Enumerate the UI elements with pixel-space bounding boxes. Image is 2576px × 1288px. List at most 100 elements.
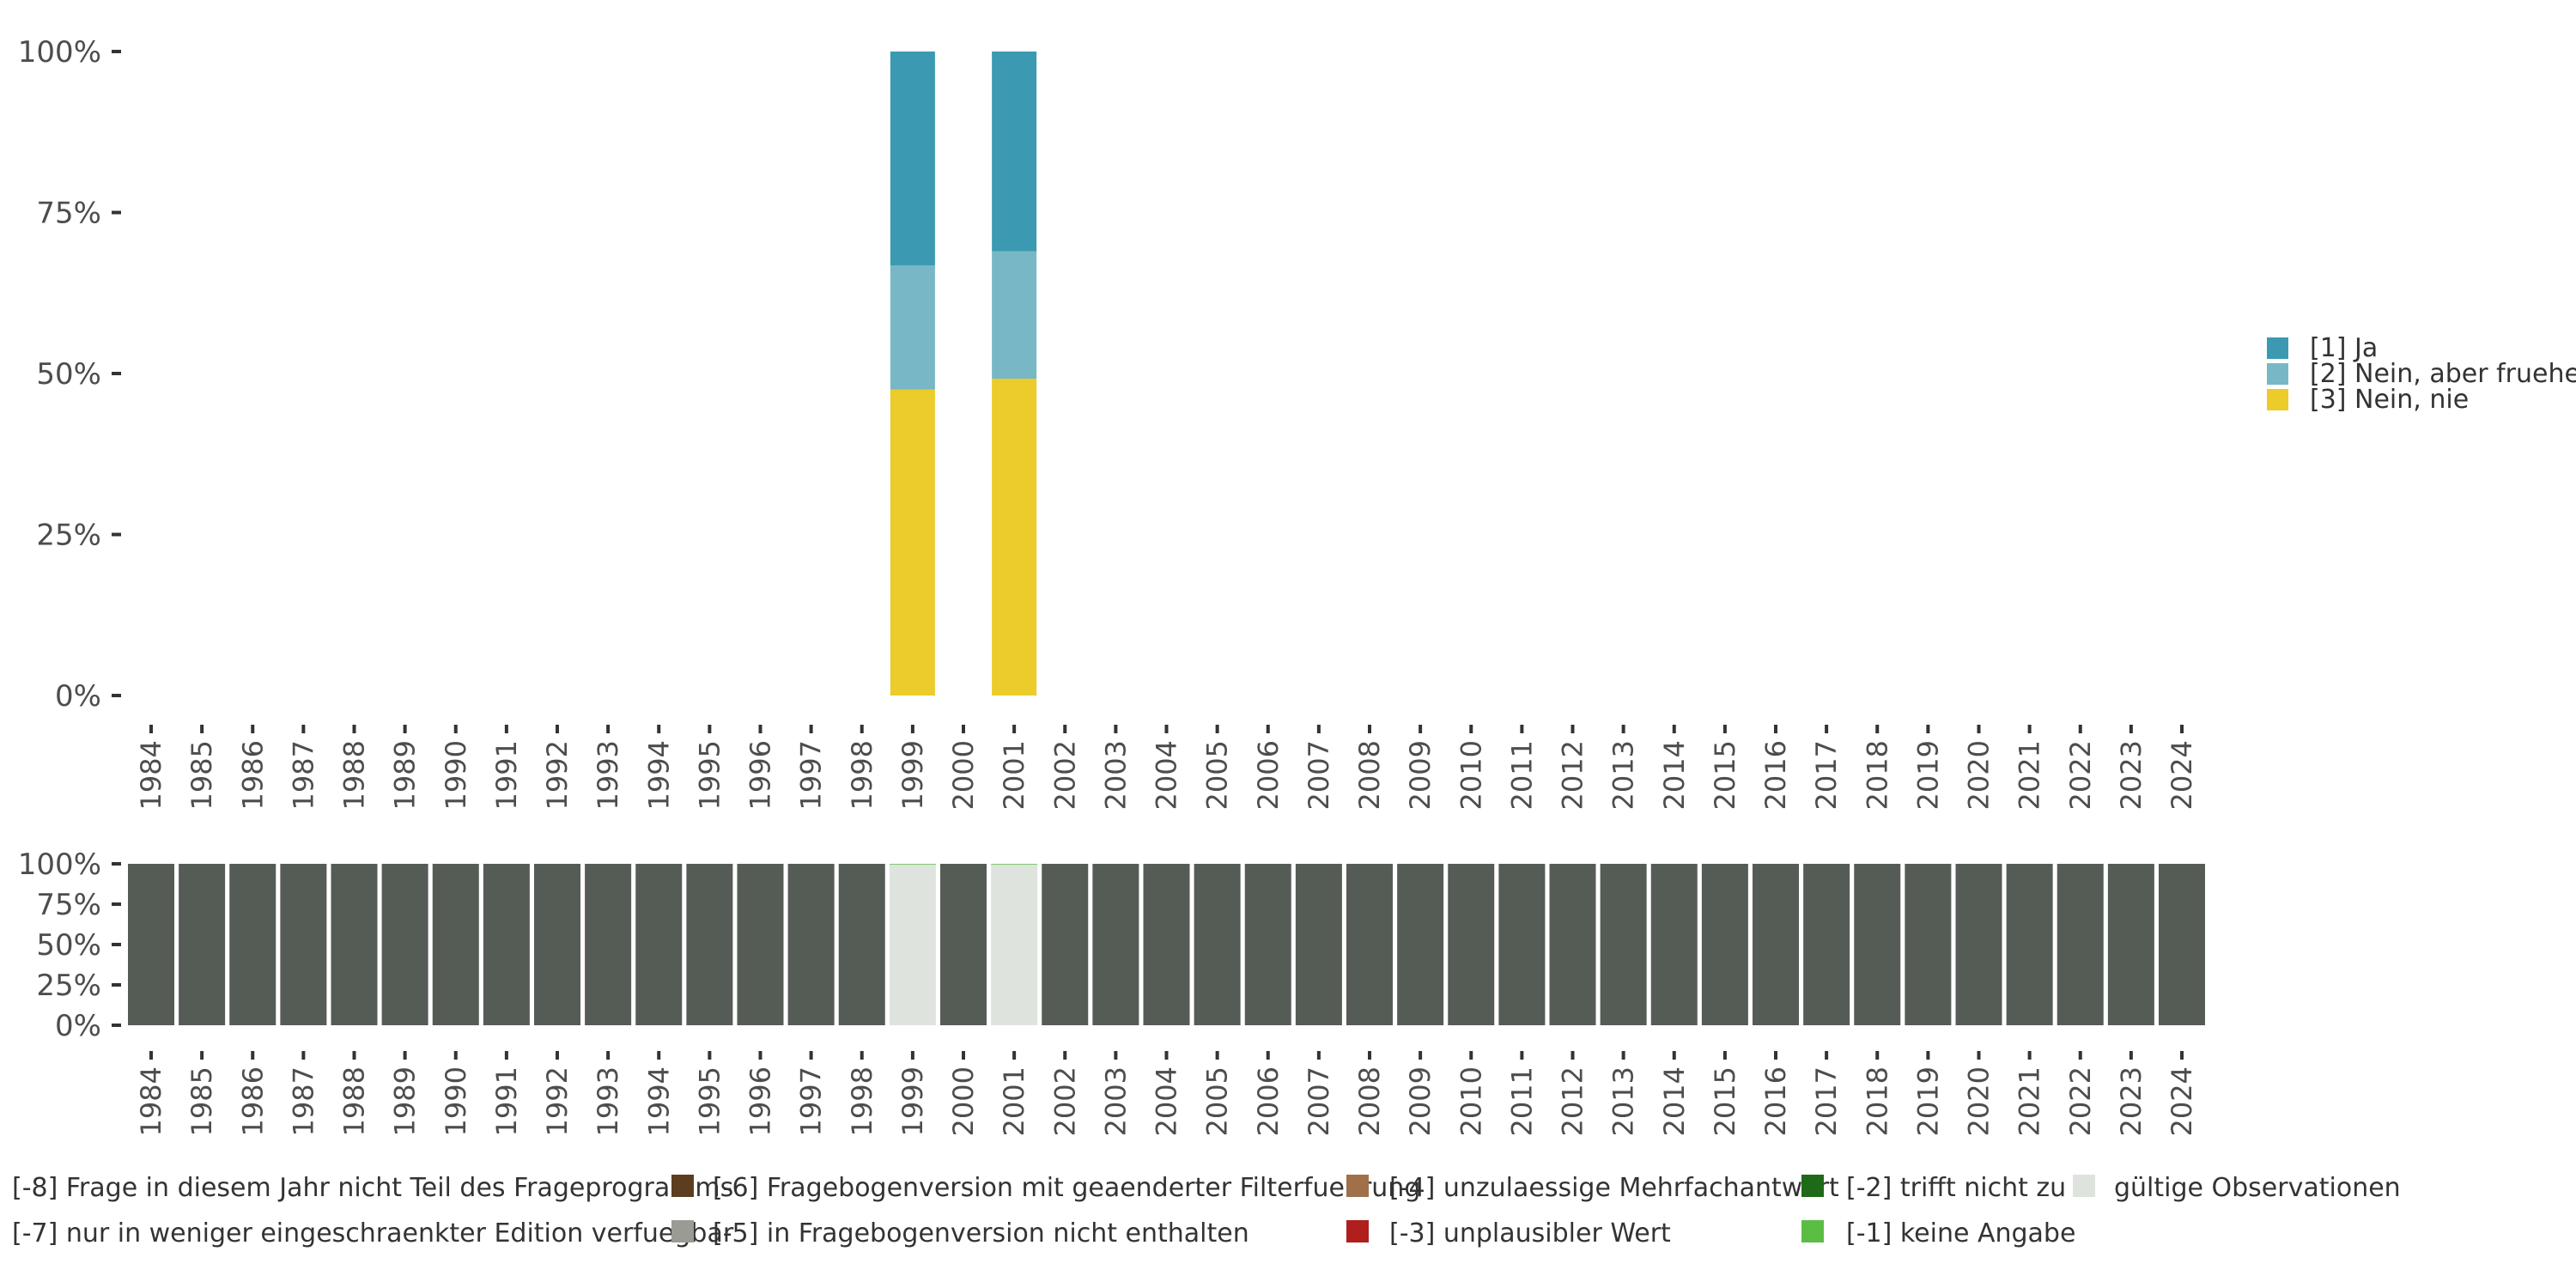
bar-segment bbox=[1397, 864, 1444, 1025]
bar-segment bbox=[992, 379, 1037, 696]
bar-segment bbox=[940, 864, 987, 1025]
x-tick-label: 2006 bbox=[1252, 740, 1285, 810]
bar-segment bbox=[635, 864, 683, 1025]
chart-panel-1: 0% 25% 50% 75% 100% 1984 1985 1986 1987 1988 1989 1… bbox=[18, 35, 2198, 810]
x-tick-label: 1986 bbox=[236, 740, 269, 810]
bar-segment bbox=[1600, 864, 1647, 1025]
x-tick-label: 2014 bbox=[1658, 1066, 1691, 1136]
x-tick-label: 2017 bbox=[1810, 1066, 1843, 1136]
x-tick-label: 2017 bbox=[1810, 740, 1843, 810]
legend-label: [3] Nein, nie bbox=[2310, 385, 2469, 415]
x-tick-label: 1986 bbox=[236, 1066, 269, 1136]
y-tick-label: 75% bbox=[36, 888, 101, 922]
bar-segment bbox=[1854, 864, 1901, 1025]
x-tick-label: 2013 bbox=[1607, 740, 1640, 810]
legend-swatch bbox=[1801, 1220, 1824, 1242]
x-tick-label: 2008 bbox=[1353, 740, 1386, 810]
bar-segment bbox=[890, 265, 935, 390]
legend-label: [-4] unzulaessige Mehrfachantwort bbox=[1389, 1173, 1839, 1203]
bar-segment bbox=[1955, 864, 2002, 1025]
y-tick-label: 0% bbox=[55, 679, 101, 714]
y-tick-label: 75% bbox=[36, 197, 101, 231]
x-tick-label: 2024 bbox=[2166, 740, 2198, 810]
x-tick-label: 1998 bbox=[846, 1066, 878, 1136]
legend-swatch bbox=[671, 1220, 694, 1242]
y-tick-label: 100% bbox=[18, 35, 101, 70]
x-tick-label: 2012 bbox=[1557, 1066, 1589, 1136]
bar-segment bbox=[179, 864, 226, 1025]
bar-segment bbox=[1346, 864, 1393, 1025]
x-tick-label: 2005 bbox=[1201, 740, 1234, 810]
x-tick-label: 1997 bbox=[795, 740, 828, 810]
x-tick-label: 2007 bbox=[1303, 740, 1335, 810]
bar-segment bbox=[889, 864, 936, 865]
bar-segment bbox=[686, 864, 733, 1025]
bar-segment bbox=[280, 864, 327, 1025]
chart-panel-2: 0% 25% 50% 75% 100% 1984 1985 1986 1987 1988 1989 1… bbox=[18, 848, 2205, 1136]
x-tick-label: 2000 bbox=[947, 740, 980, 810]
x-tick-label: 1988 bbox=[338, 1066, 371, 1136]
legend-top: [1] Ja[2] Nein, aber frueher[3] Nein, ni… bbox=[2267, 333, 2576, 415]
x-tick-label: 2021 bbox=[2014, 740, 2046, 810]
x-tick-label: 1999 bbox=[896, 1066, 929, 1136]
x-tick-label: 2020 bbox=[1963, 740, 1996, 810]
x-tick-label: 1992 bbox=[541, 1066, 574, 1136]
x-tick-label: 1984 bbox=[135, 740, 167, 810]
bar-segment bbox=[2159, 864, 2205, 1025]
x-tick-label: 1991 bbox=[490, 1066, 523, 1136]
bar-segment bbox=[483, 864, 530, 1025]
bar-segment bbox=[1042, 864, 1089, 1025]
x-tick-label: 1985 bbox=[185, 1066, 218, 1136]
x-tick-label: 2011 bbox=[1505, 1066, 1538, 1136]
y-tick-label: 25% bbox=[36, 519, 101, 553]
y-tick-label: 25% bbox=[36, 969, 101, 1003]
x-tick-label: 1991 bbox=[490, 740, 523, 810]
x-tick-label: 2001 bbox=[998, 1066, 1030, 1136]
x-tick-label: 2016 bbox=[1759, 1066, 1792, 1136]
legend-swatch bbox=[2267, 337, 2288, 359]
x-tick-label: 1987 bbox=[287, 1066, 319, 1136]
x-tick-label: 1994 bbox=[642, 1066, 675, 1136]
x-tick-label: 2015 bbox=[1709, 740, 1741, 810]
x-tick-label: 1998 bbox=[846, 740, 878, 810]
x-tick-label: 1984 bbox=[135, 1066, 167, 1136]
x-tick-label: 1995 bbox=[693, 740, 726, 810]
legend-swatch bbox=[1346, 1175, 1369, 1197]
bar-segment bbox=[991, 864, 1038, 1025]
x-tick-label: 2003 bbox=[1099, 740, 1132, 810]
x-tick-label: 2004 bbox=[1151, 1066, 1183, 1136]
x-tick-label: 2004 bbox=[1151, 740, 1183, 810]
x-tick-label: 2010 bbox=[1455, 1066, 1487, 1136]
bar-segment bbox=[737, 864, 784, 1025]
x-tick-label: 2021 bbox=[2014, 1066, 2046, 1136]
x-tick-label: 2000 bbox=[947, 1066, 980, 1136]
bar-segment bbox=[128, 864, 174, 1025]
x-tick-label: 2002 bbox=[1048, 1066, 1081, 1136]
x-tick-label: 2022 bbox=[2064, 740, 2097, 810]
bar-segment bbox=[1701, 864, 1748, 1025]
y-tick-label: 100% bbox=[18, 848, 101, 882]
bar-segment bbox=[2107, 864, 2154, 1025]
bar-segment bbox=[2057, 864, 2104, 1025]
legend-label: [-7] nur in weniger eingeschraenkter Edi… bbox=[12, 1218, 734, 1249]
x-tick-label: 2005 bbox=[1201, 1066, 1234, 1136]
x-tick-label: 2006 bbox=[1252, 1066, 1285, 1136]
bar-segment bbox=[229, 864, 276, 1025]
x-tick-label: 2002 bbox=[1048, 740, 1081, 810]
x-tick-label: 1994 bbox=[642, 740, 675, 810]
bar-segment bbox=[890, 389, 935, 696]
bar-segment bbox=[1549, 864, 1596, 1025]
bar-segment bbox=[1143, 864, 1190, 1025]
bar-segment bbox=[1194, 864, 1241, 1025]
bar-segment bbox=[1448, 864, 1495, 1025]
bar-segment bbox=[890, 52, 935, 265]
x-tick-label: 2016 bbox=[1759, 740, 1792, 810]
x-tick-label: 1993 bbox=[592, 1066, 624, 1136]
bar-segment bbox=[991, 864, 1038, 865]
bar-segment bbox=[1244, 864, 1291, 1025]
x-tick-label: 2015 bbox=[1709, 1066, 1741, 1136]
x-tick-label: 1985 bbox=[185, 740, 218, 810]
x-tick-label: 2019 bbox=[1911, 1066, 1944, 1136]
bar-segment bbox=[992, 251, 1037, 379]
